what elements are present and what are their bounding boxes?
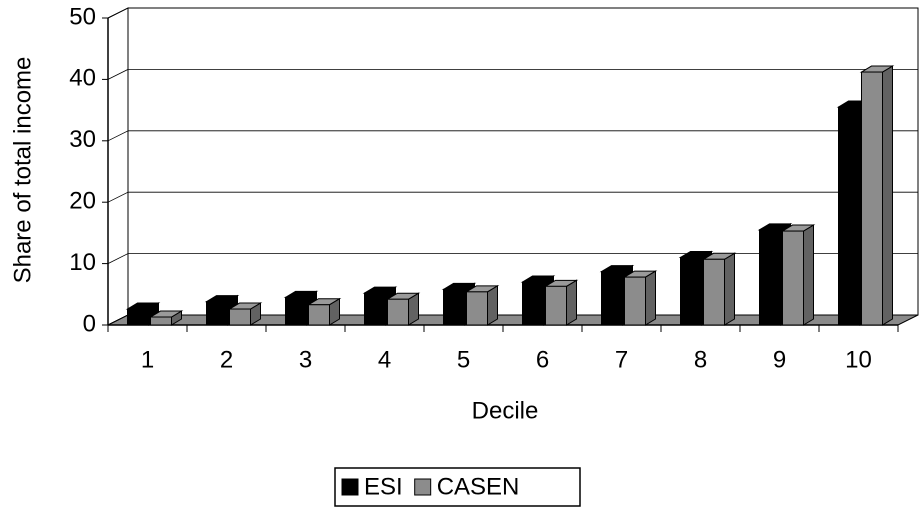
y-tick-label: 30 [69, 126, 96, 153]
grid-line-side [107, 130, 129, 142]
x-tick-label: 8 [694, 346, 707, 373]
bar [308, 304, 330, 326]
y-tick-label: 10 [69, 249, 96, 276]
legend-label: CASEN [437, 473, 520, 500]
x-tick-label: 4 [378, 346, 391, 373]
bar [364, 292, 386, 326]
bar-side [645, 270, 656, 326]
y-tick-label: 50 [69, 3, 96, 30]
bar [680, 256, 702, 326]
bar [782, 230, 804, 326]
bar [443, 288, 465, 326]
grid-line-side [107, 191, 129, 203]
bar [861, 71, 883, 326]
x-tick-label: 3 [299, 346, 312, 373]
x-tick-label: 6 [536, 346, 549, 373]
bar [466, 291, 488, 326]
x-axis-title: Decile [472, 397, 539, 424]
grid-line-side [107, 314, 129, 326]
legend-swatch [341, 478, 359, 496]
bar-side [724, 252, 735, 326]
bar-side [487, 284, 498, 326]
y-axis-title: Share of total income [9, 57, 36, 284]
bar-side [882, 65, 893, 326]
legend-swatch [414, 478, 432, 496]
x-tick-label: 9 [773, 346, 786, 373]
grid-line-side [107, 253, 129, 264]
bar [703, 258, 725, 326]
y-tick-label: 0 [83, 310, 96, 337]
bar [127, 308, 149, 326]
bar-side [566, 279, 577, 326]
x-tick-label: 2 [220, 346, 233, 373]
bar [522, 281, 544, 326]
grid-line-side [107, 69, 129, 80]
bar [206, 301, 228, 326]
legend-box [334, 467, 581, 507]
x-tick-label: 7 [615, 346, 628, 373]
bar [285, 296, 307, 326]
x-tick-label: 10 [845, 346, 872, 373]
bar-side [803, 224, 814, 326]
x-tick-label: 1 [141, 346, 154, 373]
bar [387, 298, 409, 326]
bar [545, 285, 567, 326]
legend-label: ESI [364, 473, 403, 500]
grid-line-side [107, 7, 129, 19]
x-tick-label: 5 [457, 346, 470, 373]
y-tick-label: 20 [69, 188, 96, 215]
bar [150, 316, 172, 326]
side-wall [107, 7, 129, 326]
bar [229, 308, 251, 326]
bar [838, 106, 860, 326]
bar [624, 276, 646, 326]
y-tick-label: 40 [69, 65, 96, 92]
bar [759, 229, 781, 326]
bar [601, 271, 623, 326]
